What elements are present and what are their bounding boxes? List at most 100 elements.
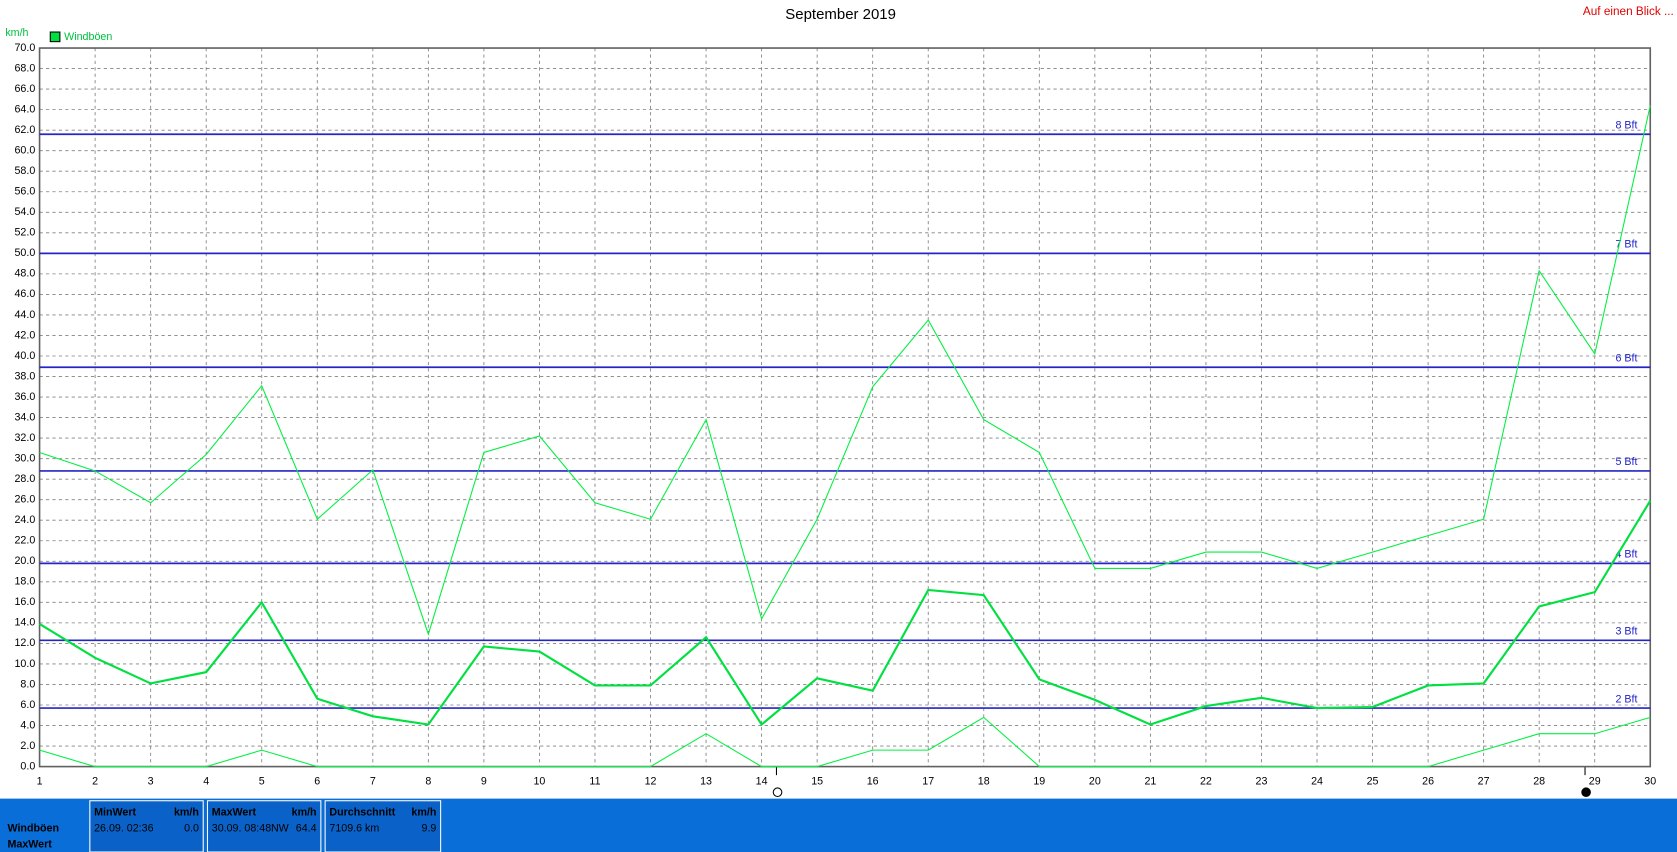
y-tick-label: 38.0 [14, 370, 35, 382]
y-tick-label: 28.0 [14, 473, 35, 485]
footer-cell [324, 800, 442, 852]
chart-title: September 2019 [785, 6, 896, 23]
footer-header: MaxWert [212, 806, 257, 818]
y-tick-label: 40.0 [14, 350, 35, 362]
x-tick-label: 9 [481, 775, 487, 787]
x-tick-label: 19 [1033, 775, 1045, 787]
x-tick-label: 3 [148, 775, 154, 787]
y-axis-label: km/h [5, 27, 28, 39]
x-tick-label: 12 [645, 775, 657, 787]
footer-when: 7109.6 km [329, 822, 379, 834]
beaufort-label: 3 Bft [1615, 626, 1637, 638]
y-tick-label: 64.0 [14, 103, 35, 115]
y-tick-label: 44.0 [14, 309, 35, 321]
y-tick-label: 16.0 [14, 596, 35, 608]
series-line [39, 105, 1651, 636]
y-tick-label: 66.0 [14, 83, 35, 95]
overview-link[interactable]: Auf einen Blick ... [1583, 5, 1674, 18]
footer-header: MinWert [94, 806, 136, 818]
y-tick-label: 32.0 [14, 432, 35, 444]
footer-direction: NW [271, 822, 290, 834]
x-tick-label: 11 [589, 775, 600, 787]
y-tick-label: 22.0 [14, 535, 35, 547]
beaufort-label: 7 Bft [1615, 239, 1637, 251]
legend-label: Windböen [64, 31, 112, 43]
x-tick-label: 16 [867, 775, 879, 787]
series-line [39, 500, 1652, 727]
x-tick-label: 25 [1367, 775, 1379, 787]
y-tick-label: 0.0 [20, 760, 35, 772]
new-moon [1581, 787, 1591, 798]
y-tick-label: 70.0 [14, 42, 35, 54]
y-tick-label: 46.0 [14, 288, 35, 300]
beaufort-label: 5 Bft [1615, 456, 1637, 468]
y-tick-label: 26.0 [14, 494, 35, 506]
y-tick-label: 12.0 [14, 637, 35, 649]
y-tick-label: 24.0 [14, 514, 35, 526]
y-tick-label: 60.0 [14, 145, 35, 157]
full-moon [772, 787, 783, 798]
y-tick-label: 54.0 [14, 206, 35, 218]
x-tick-label: 29 [1589, 775, 1601, 787]
y-tick-label: 2.0 [20, 740, 35, 752]
y-tick-label: 68.0 [14, 62, 35, 74]
y-tick-label: 52.0 [14, 227, 35, 239]
footer-row-label: Windböen [7, 822, 59, 834]
x-tick-label: 7 [370, 775, 376, 787]
footer-cell [206, 800, 322, 852]
x-tick-label: 23 [1256, 775, 1268, 787]
x-tick-label: 28 [1533, 775, 1545, 787]
y-tick-label: 36.0 [14, 391, 35, 403]
beaufort-label: 8 Bft [1615, 120, 1637, 132]
y-tick-label: 30.0 [14, 452, 35, 464]
y-tick-label: 6.0 [20, 699, 35, 711]
y-tick-label: 18.0 [14, 576, 35, 588]
footer-header: Durchschnitt [329, 806, 395, 818]
x-tick-label: 24 [1311, 775, 1323, 787]
x-tick-label: 27 [1478, 775, 1490, 787]
y-tick-label: 48.0 [14, 268, 35, 280]
x-tick-label: 26 [1422, 775, 1434, 787]
plot-area [39, 48, 1651, 767]
footer-value: 0.0 [184, 822, 199, 834]
x-tick-label: 4 [203, 775, 209, 787]
beaufort-label: 2 Bft [1615, 693, 1637, 705]
y-tick-label: 20.0 [14, 555, 35, 567]
footer-row-label: MaxWert [7, 838, 52, 850]
x-tick-label: 5 [259, 775, 265, 787]
y-tick-label: 10.0 [14, 658, 35, 670]
x-tick-label: 1 [37, 775, 43, 787]
footer-when: 30.09. 08:48 [212, 822, 271, 834]
x-tick-label: 30 [1644, 775, 1656, 787]
y-tick-label: 8.0 [20, 678, 35, 690]
y-tick-label: 34.0 [14, 411, 35, 423]
footer-cell [89, 800, 204, 852]
legend-swatch [49, 31, 61, 43]
plot-frame [38, 47, 1652, 768]
footer-value: 9.9 [422, 822, 437, 834]
beaufort-label: 4 Bft [1615, 549, 1637, 561]
footer-unit: km/h [292, 806, 317, 818]
y-tick-label: 4.0 [20, 719, 35, 731]
x-tick-label: 15 [811, 775, 823, 787]
x-tick-label: 2 [92, 775, 98, 787]
y-tick-label: 50.0 [14, 247, 35, 259]
x-tick-label: 8 [425, 775, 431, 787]
x-tick-label: 22 [1200, 775, 1212, 787]
moon-markers [772, 764, 1591, 798]
series-line [39, 716, 1651, 768]
footer-value: 64.4 [296, 822, 317, 834]
x-tick-label: 21 [1144, 775, 1156, 787]
footer-unit: km/h [411, 806, 436, 818]
x-tick-label: 14 [756, 775, 768, 787]
y-tick-label: 14.0 [14, 617, 35, 629]
y-tick-label: 56.0 [14, 186, 35, 198]
x-tick-label: 10 [533, 775, 545, 787]
footer-when: 26.09. 02:36 [94, 822, 153, 834]
y-tick-label: 58.0 [14, 165, 35, 177]
y-tick-label: 62.0 [14, 124, 35, 136]
x-tick-label: 6 [314, 775, 320, 787]
x-tick-label: 17 [922, 775, 934, 787]
